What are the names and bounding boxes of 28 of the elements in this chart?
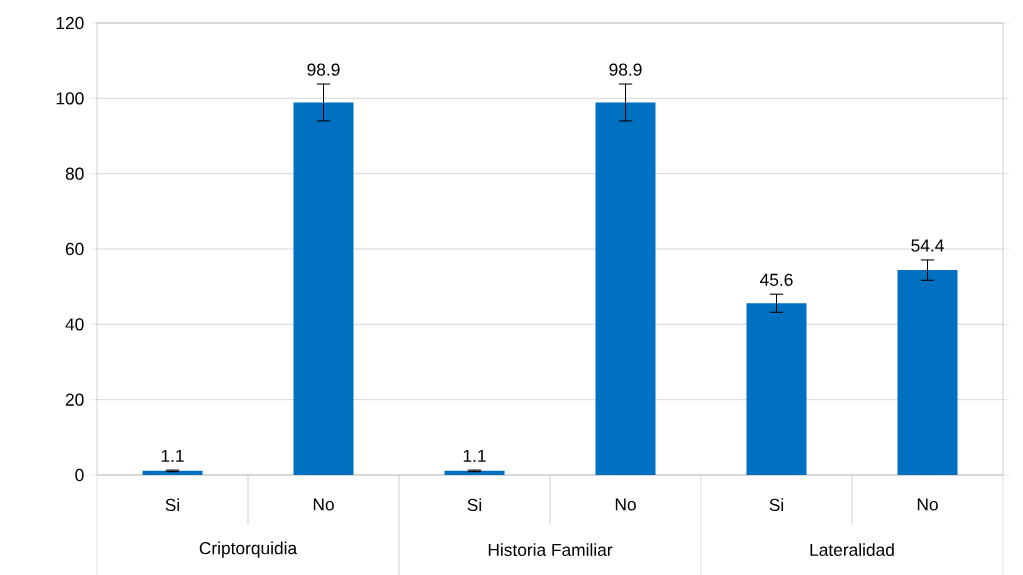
text: Criptorquidia bbox=[199, 541, 298, 558]
text: Lateralidad bbox=[810, 543, 894, 556]
y-tick-label: 0 bbox=[75, 468, 84, 482]
y-tick-label: 120 bbox=[56, 16, 84, 30]
data-label: 98.9 bbox=[307, 63, 340, 76]
x-tick-label: Si bbox=[165, 498, 180, 511]
text: Historia Familiar bbox=[488, 543, 613, 556]
y-tick-label: 60 bbox=[65, 242, 84, 256]
data-label: 45.6 bbox=[760, 273, 793, 286]
y-tick-label: 20 bbox=[65, 393, 84, 406]
x-tick-label: No bbox=[615, 498, 636, 511]
bar bbox=[897, 269, 958, 475]
y-tick-label: 80 bbox=[65, 167, 84, 180]
x-tick-label: No bbox=[917, 498, 938, 511]
y-tick-label: 100 bbox=[56, 92, 84, 105]
x-tick-label: Si bbox=[769, 498, 784, 511]
data-label: 1.1 bbox=[463, 449, 486, 462]
y-tick-label: 40 bbox=[65, 318, 84, 331]
data-label: 54.4 bbox=[911, 239, 944, 252]
x-tick-label: No bbox=[313, 498, 334, 511]
bar bbox=[142, 470, 203, 475]
x-tick-label: Si bbox=[467, 498, 482, 511]
bar bbox=[293, 102, 354, 475]
data-label: 98.9 bbox=[609, 63, 642, 76]
bar bbox=[595, 102, 656, 475]
data-label: 1.1 bbox=[161, 449, 184, 462]
bar bbox=[746, 303, 807, 475]
bar bbox=[444, 470, 505, 475]
